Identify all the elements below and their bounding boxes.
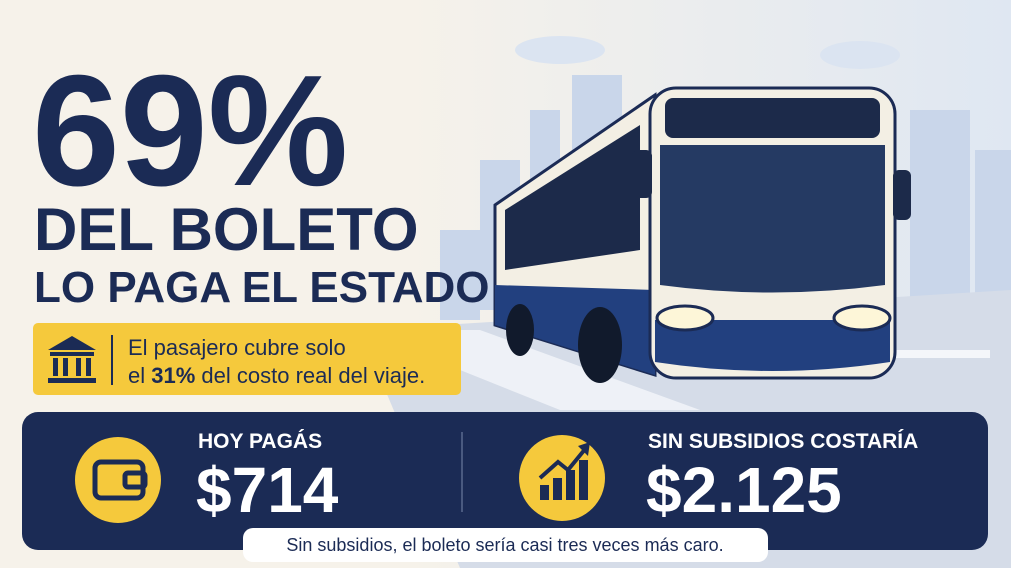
callout-text: el [128, 363, 151, 388]
footnote-box [243, 528, 768, 562]
price-value: $2.125 [646, 454, 842, 526]
bank-icon [48, 336, 96, 383]
wallet-icon [92, 459, 148, 501]
footnote: Sin subsidios, el boleto sería casi tres… [286, 535, 723, 555]
price-panel [22, 412, 988, 550]
headline-line: LO PAGA EL ESTADO [34, 263, 490, 312]
road-mark [890, 350, 990, 358]
chart-icon [538, 442, 590, 500]
callout-text: del costo real del viaje. [195, 363, 425, 388]
callout-bold: 31% [151, 363, 195, 388]
price-label: HOY PAGÁS [198, 430, 322, 453]
bus [493, 86, 911, 383]
headline-percent: 69% [32, 43, 348, 219]
price-value: $714 [196, 454, 339, 526]
price-label: SIN SUBSIDIOS COSTARÍA [648, 430, 918, 453]
wallet-icon-bg [75, 437, 161, 523]
callout-text: El pasajero cubre solo [128, 335, 346, 360]
headline-line: DEL BOLETO [34, 196, 419, 263]
callout-box [33, 323, 461, 395]
callout-text: el 31% del costo real del viaje. [128, 363, 425, 388]
city [440, 36, 1011, 320]
